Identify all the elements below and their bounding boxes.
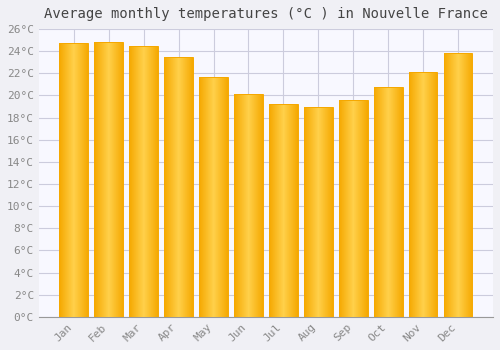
Bar [409, 72, 438, 317]
Title: Average monthly temperatures (°C ) in Nouvelle France: Average monthly temperatures (°C ) in No… [44, 7, 488, 21]
Bar [269, 104, 298, 317]
Bar [374, 86, 402, 317]
Bar [234, 94, 263, 317]
Bar [60, 43, 88, 317]
Bar [164, 57, 193, 317]
Bar [199, 77, 228, 317]
Bar [94, 42, 123, 317]
Bar [444, 54, 472, 317]
Bar [130, 46, 158, 317]
Bar [339, 100, 368, 317]
Bar [304, 106, 332, 317]
